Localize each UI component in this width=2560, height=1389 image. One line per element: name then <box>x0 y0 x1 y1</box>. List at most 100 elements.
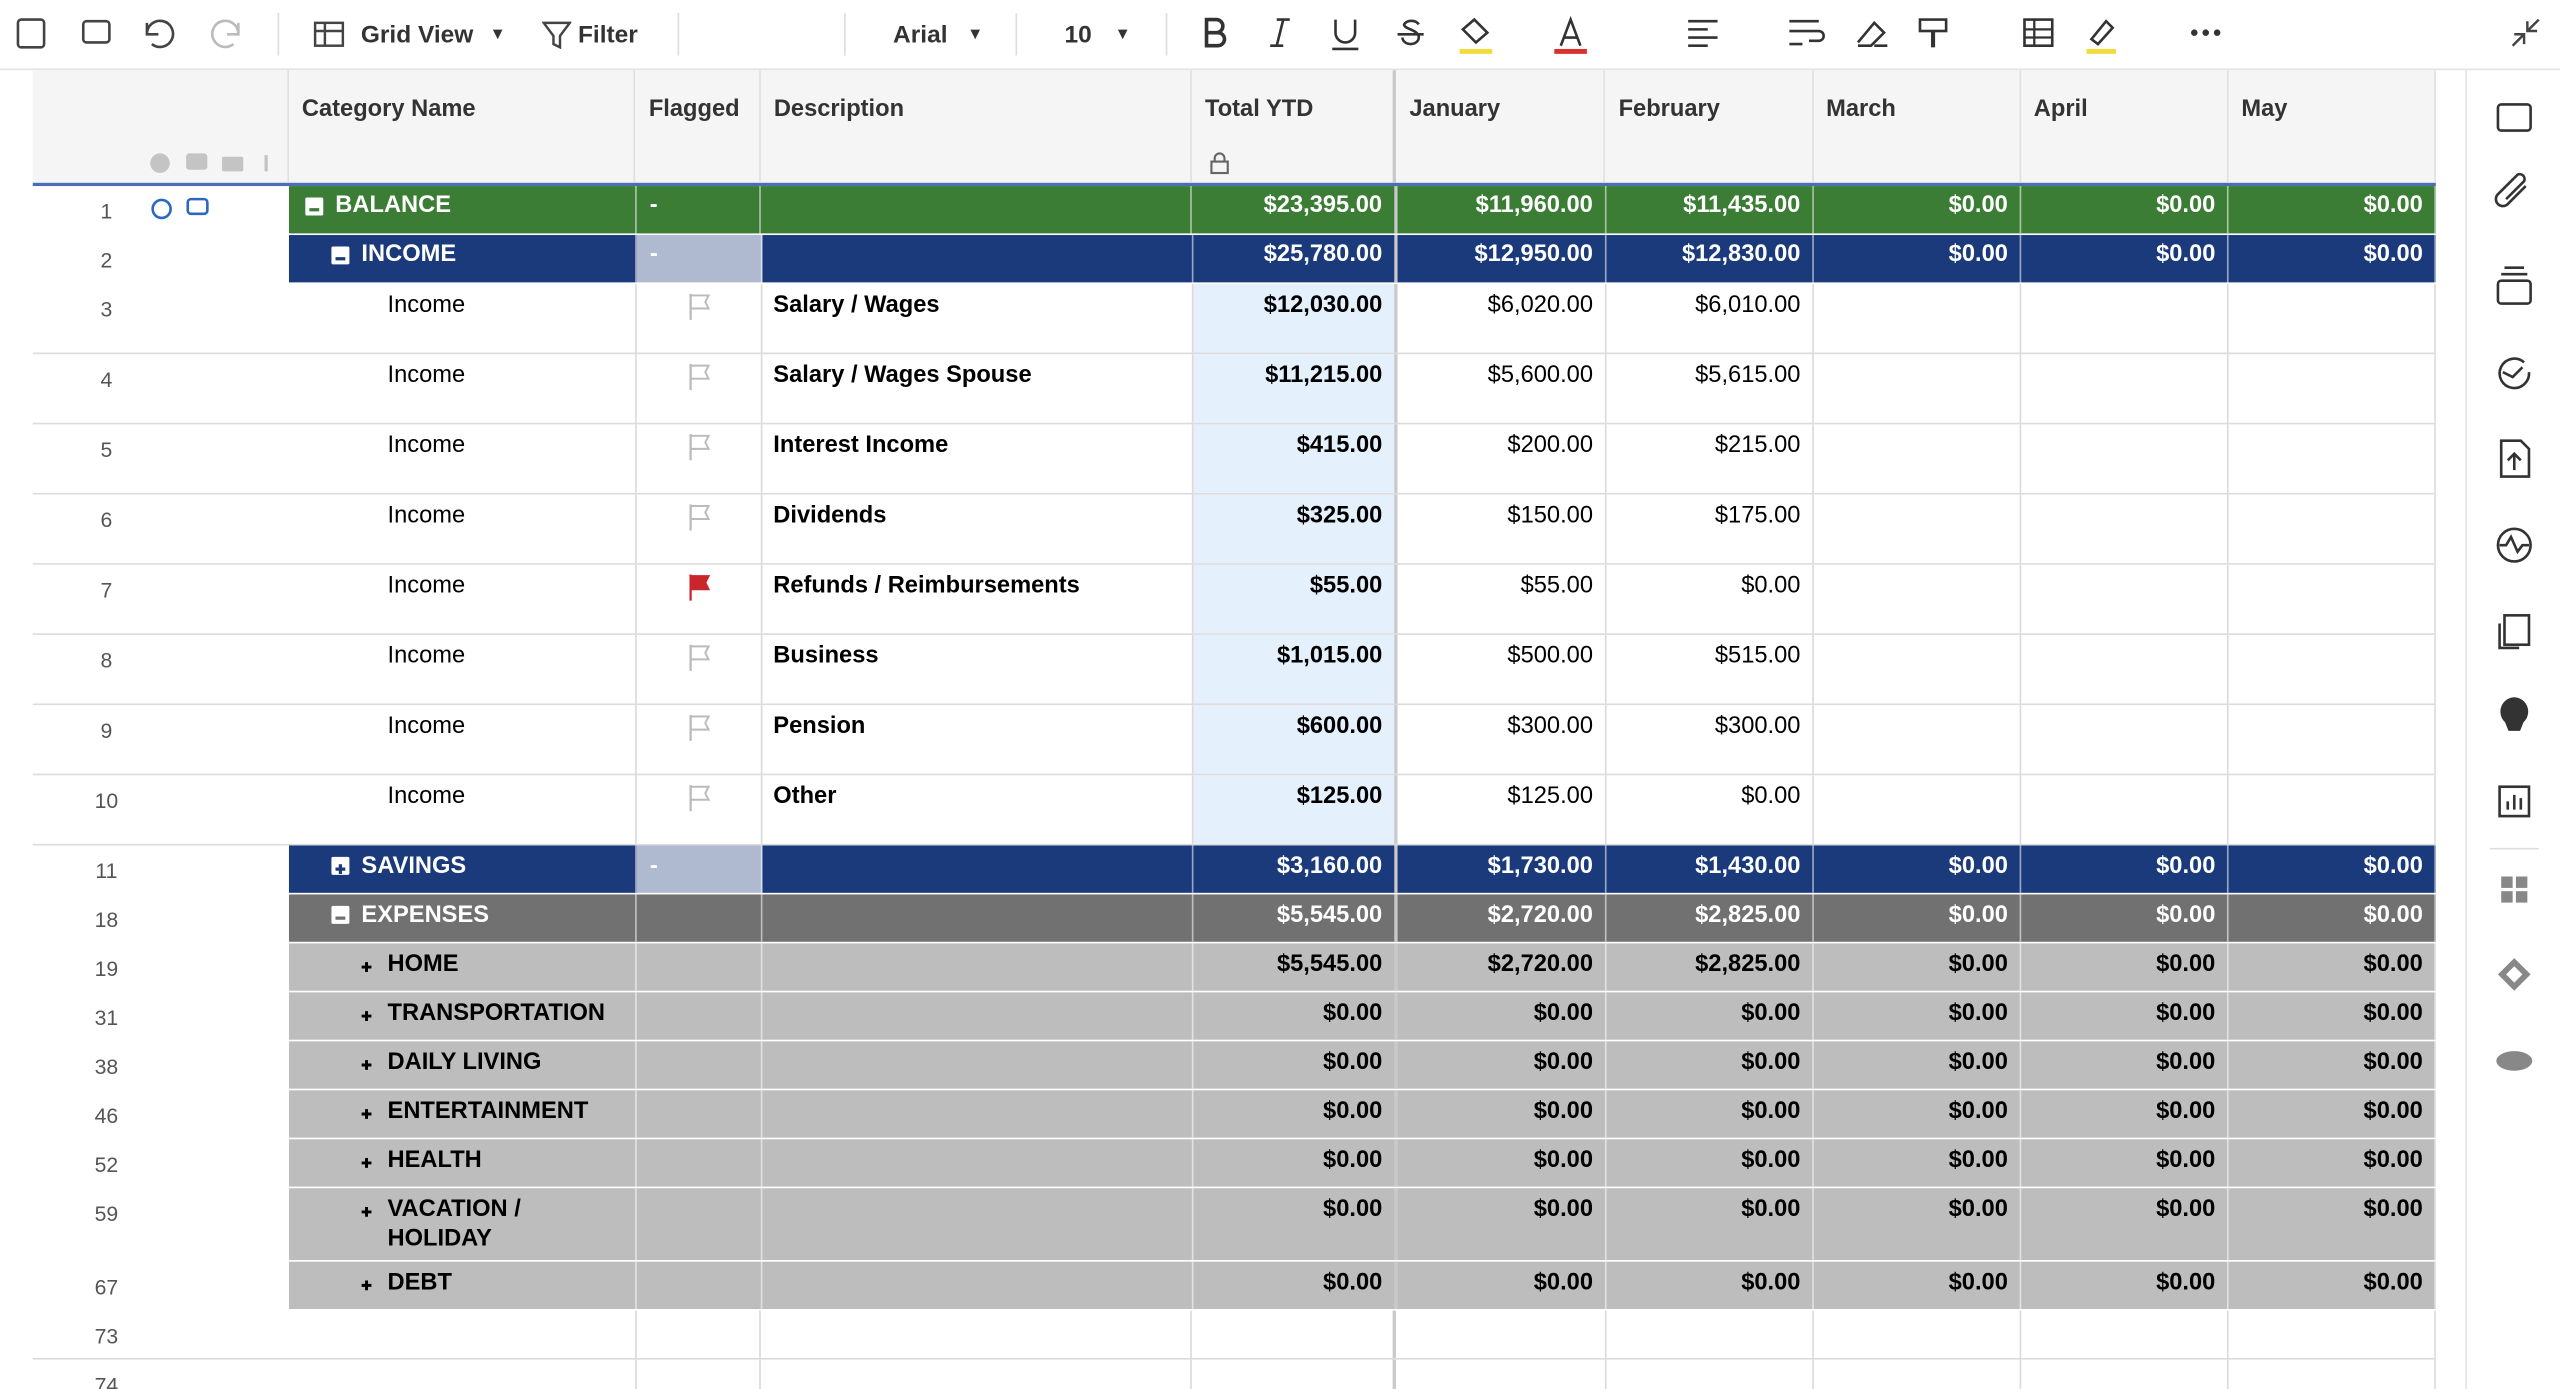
category-cell: Income <box>290 564 637 634</box>
month-cell: $0.00 <box>1396 1188 1607 1261</box>
total-ytd-cell: $0.00 <box>1192 1261 1397 1310</box>
row-number: 7 <box>100 577 113 603</box>
month-cell <box>1814 775 2021 844</box>
description-cell <box>761 894 1193 942</box>
flag-off[interactable] <box>688 362 714 391</box>
month-cell: $0.00 <box>1813 894 2021 942</box>
collapse-toggle[interactable] <box>332 246 350 265</box>
expand-toggle[interactable] <box>358 1004 376 1022</box>
month-cell: $5,600.00 <box>1397 354 1607 423</box>
column-header[interactable]: Category Name <box>289 70 636 183</box>
month-cell: $0.00 <box>1606 1139 1814 1187</box>
toggle-glyph <box>336 257 346 261</box>
font-select[interactable]: Arial ▼ <box>893 0 983 69</box>
month-cell: $0.00 <box>2228 992 2436 1040</box>
flag-off[interactable] <box>688 292 714 321</box>
expand-toggle[interactable] <box>358 1053 376 1071</box>
month-cell <box>1814 354 2021 423</box>
month-cell: $0.00 <box>1606 1041 1814 1089</box>
flag-off[interactable] <box>688 713 714 742</box>
column-header[interactable]: May <box>2228 70 2436 183</box>
filter-button[interactable]: Filter <box>542 0 638 69</box>
month-cell <box>2021 775 2229 844</box>
category-cell: VACATION / HOLIDAY <box>289 1188 637 1261</box>
column-header[interactable]: February <box>1606 70 1814 183</box>
category-cell: Income <box>290 424 637 493</box>
month-cell <box>1814 424 2021 493</box>
expand-toggle[interactable] <box>332 856 350 875</box>
row-number: 10 <box>94 788 119 813</box>
category-cell: ENTERTAINMENT <box>289 1090 637 1138</box>
month-cell: $0.00 <box>2228 894 2436 942</box>
flagged-cell <box>636 1139 762 1187</box>
category-name: Income <box>387 502 466 529</box>
grid-row: 8 Income Business $1,015.00 $500.00 $515.00 <box>32 634 2436 706</box>
empty-cell <box>1397 1310 1606 1358</box>
column-header[interactable]: April <box>2021 70 2229 183</box>
row-icons[interactable] <box>147 197 212 220</box>
month-cell: $0.00 <box>2020 1090 2229 1138</box>
toggle-glyph <box>336 916 346 920</box>
grid-row: 3 Income Salary / Wages $12,030.00 $6,020.00… <box>32 284 2436 355</box>
column-header[interactable]: Total YTD <box>1192 70 1397 183</box>
flag-on[interactable] <box>688 573 714 602</box>
month-cell <box>2021 564 2229 634</box>
month-cell: $200.00 <box>1397 424 1607 493</box>
month-cell: $1,430.00 <box>1606 845 1814 893</box>
column-header[interactable]: January <box>1396 70 1606 183</box>
expand-toggle[interactable] <box>358 1151 376 1169</box>
collapse-toggle[interactable] <box>305 197 324 216</box>
grid-row: 4 Income Salary / Wages Spouse $11,215.00 $5… <box>32 354 2436 425</box>
row-number: 67 <box>94 1274 119 1300</box>
flag-off[interactable] <box>688 503 714 532</box>
grid-row: 59 VACATION / HOLIDAY $0.00 $0.00 $0.00 $0.00… <box>32 1188 2436 1262</box>
flag-off[interactable] <box>688 433 714 462</box>
row-number: 3 <box>100 297 113 322</box>
month-cell: $0.00 <box>2020 186 2229 234</box>
grid-row: 52 HEALTH $0.00 $0.00 $0.00 $0.00 $0.00 $0.00 <box>32 1139 2436 1189</box>
empty-cell <box>2021 1310 2229 1358</box>
grid-row: 74 <box>33 1359 2436 1389</box>
column-header[interactable]: March <box>1813 70 2021 183</box>
empty-cell <box>290 1310 637 1358</box>
row-number: 74 <box>94 1372 119 1389</box>
collapse-icon[interactable] <box>2508 0 2544 69</box>
month-cell: $0.00 <box>2020 992 2229 1040</box>
grid-view-button[interactable]: Grid View ▼ <box>313 0 506 69</box>
collapse-toggle[interactable] <box>332 905 350 924</box>
category-name: DAILY LIVING <box>387 1049 542 1076</box>
month-cell: $0.00 <box>2228 1261 2436 1310</box>
empty-cell <box>1813 1359 2021 1389</box>
expand-toggle[interactable] <box>358 1200 376 1218</box>
description-cell: Salary / Wages Spouse <box>762 354 1193 423</box>
grid-body: 1 BALANCE - $23,395.00 $11,960.00 $11,435.00 $… <box>32 186 2436 1389</box>
flag-off[interactable] <box>688 643 714 672</box>
month-cell: $0.00 <box>1606 1090 1814 1138</box>
expand-toggle[interactable] <box>358 1102 376 1120</box>
month-cell <box>2228 775 2436 844</box>
flagged-cell <box>636 1261 762 1310</box>
flagged-cell <box>637 775 762 844</box>
toggle-glyph <box>362 1109 373 1119</box>
toggle-glyph <box>309 208 320 212</box>
expand-toggle[interactable] <box>358 1273 376 1291</box>
total-ytd-cell: $5,545.00 <box>1192 943 1397 991</box>
total-ytd-cell: $0.00 <box>1192 1041 1397 1089</box>
flag-off[interactable] <box>688 783 714 812</box>
row-number: 1 <box>33 186 290 233</box>
column-header[interactable]: Description <box>761 70 1192 183</box>
row-number: 2 <box>100 248 113 273</box>
category-cell: TRANSPORTATION <box>289 992 637 1040</box>
size-select[interactable]: 10 ▼ <box>1064 0 1130 69</box>
expand-toggle[interactable] <box>358 955 376 973</box>
grid: Category Name Flagged Description Total YTD… <box>32 70 2436 1389</box>
category-name: SAVINGS <box>361 853 467 880</box>
category-cell: Income <box>290 354 637 423</box>
description-cell <box>761 845 1193 893</box>
description-cell <box>761 943 1193 991</box>
grid-row: 10 Income Other $125.00 $125.00 $0.00 <box>32 775 2436 846</box>
column-header[interactable]: Flagged <box>636 70 761 183</box>
month-cell <box>1814 284 2021 353</box>
description-cell <box>761 235 1193 283</box>
description-cell <box>761 186 1193 234</box>
